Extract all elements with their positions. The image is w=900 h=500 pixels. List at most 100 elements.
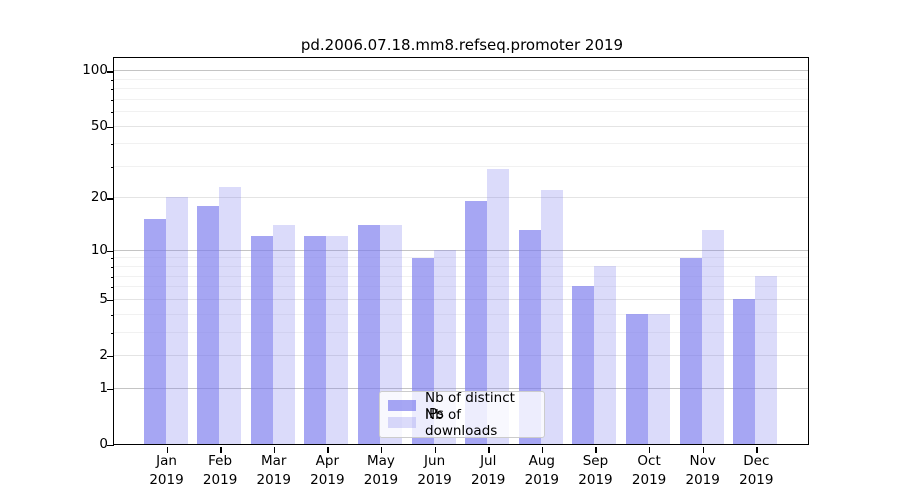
- x-tick-label-sep: Sep 2019: [578, 453, 613, 488]
- bar-distinct-ips-may: [357, 224, 380, 444]
- y-tick-label-5: 5: [99, 290, 108, 307]
- gridline-10: [114, 249, 808, 251]
- y-tick-label-100: 100: [82, 62, 108, 79]
- gridline-5: [114, 298, 808, 300]
- x-tick-label-jan: Jan 2019: [149, 453, 184, 488]
- x-tick-mark-dec: [756, 446, 758, 453]
- y-tick-label-10: 10: [90, 241, 108, 258]
- y-minor-tick-mark-7: [110, 276, 114, 278]
- legend-item-downloads: Nb of downloads: [388, 407, 536, 439]
- bar-distinct-ips-apr: [304, 236, 327, 444]
- y-tick-mark-1: [107, 388, 114, 391]
- y-minor-tick-mark-40: [110, 144, 114, 146]
- y-minor-tick-mark-90: [110, 79, 114, 81]
- plot-area: Nb of distinct IPs Nb of downloads: [113, 57, 809, 445]
- bar-distinct-ips-jan: [143, 219, 166, 444]
- y-tick-label-2: 2: [99, 347, 108, 363]
- bar-distinct-ips-nov: [679, 257, 702, 444]
- bar-distinct-ips-jul: [465, 201, 488, 444]
- gridline-1: [114, 387, 808, 389]
- x-tick-label-nov: Nov 2019: [685, 453, 720, 488]
- x-tick-label-oct: Oct 2019: [631, 453, 667, 488]
- legend-swatch-distinct-ips: [388, 400, 416, 411]
- bar-downloads-oct: [648, 313, 671, 444]
- y-tick-mark-0: [107, 445, 114, 447]
- gridline-minor-9: [114, 257, 808, 259]
- gridline-minor-4: [114, 313, 808, 315]
- gridline-100: [114, 70, 808, 72]
- bar-downloads-nov: [701, 230, 724, 444]
- y-minor-tick-mark-9: [110, 258, 114, 260]
- x-tick-mark-may: [380, 446, 383, 453]
- x-tick-label-jul: Jul 2019: [471, 453, 506, 488]
- y-tick-label-0: 0: [99, 436, 108, 452]
- y-tick-mark-50: [107, 126, 114, 128]
- bar-downloads-feb: [219, 186, 242, 444]
- gridline-minor-6: [114, 286, 808, 288]
- x-tick-label-feb: Feb 2019: [202, 453, 238, 488]
- y-tick-label-20: 20: [90, 189, 108, 206]
- y-tick-label-1: 1: [99, 379, 108, 396]
- y-tick-mark-100: [107, 71, 114, 73]
- y-minor-tick-mark-6: [110, 287, 114, 289]
- plot-layers: [114, 58, 808, 444]
- x-tick-label-dec: Dec 2019: [739, 453, 774, 488]
- x-tick-mark-mar: [273, 446, 276, 453]
- gridline-2: [114, 355, 808, 356]
- y-minor-tick-mark-8: [110, 267, 114, 269]
- y-tick-mark-2: [107, 356, 114, 358]
- y-minor-tick-mark-80: [110, 89, 114, 91]
- gridline-minor-7: [114, 275, 808, 277]
- y-minor-tick-mark-4: [110, 314, 114, 316]
- legend-item-distinct-ips: Nb of distinct IPs: [388, 390, 536, 422]
- y-tick-mark-10: [107, 250, 114, 253]
- bar-downloads-apr: [326, 236, 349, 444]
- gridline-50: [114, 125, 808, 127]
- gridline-minor-80: [114, 88, 808, 90]
- bar-downloads-mar: [272, 224, 295, 444]
- bar-downloads-may: [379, 224, 402, 444]
- bar-downloads-jul: [487, 168, 510, 444]
- y-tick-mark-20: [107, 198, 114, 200]
- gridline-minor-30: [114, 165, 808, 167]
- gridline-minor-8: [114, 266, 808, 268]
- bar-distinct-ips-dec: [733, 298, 756, 444]
- bar-downloads-sep: [594, 266, 617, 444]
- x-tick-label-jun: Jun 2019: [417, 453, 452, 488]
- bar-downloads-jan: [165, 197, 188, 444]
- x-tick-mark-jan: [166, 446, 168, 453]
- x-tick-mark-nov: [702, 446, 705, 453]
- y-tick-mark-5: [107, 299, 114, 302]
- x-tick-mark-jun: [434, 446, 436, 453]
- legend-label-downloads: Nb of downloads: [425, 406, 498, 439]
- legend: Nb of distinct IPs Nb of downloads: [379, 390, 545, 439]
- gridline-minor-70: [114, 98, 808, 100]
- bar-downloads-dec: [755, 275, 778, 444]
- x-tick-mark-jul: [488, 446, 490, 453]
- bar-distinct-ips-sep: [572, 286, 595, 444]
- x-tick-label-may: May 2019: [363, 453, 399, 488]
- x-tick-mark-aug: [541, 446, 544, 453]
- bar-downloads-aug: [540, 190, 563, 444]
- gridline-minor-90: [114, 78, 808, 80]
- bar-distinct-ips-mar: [250, 236, 273, 444]
- x-tick-label-mar: Mar 2019: [256, 453, 291, 488]
- bar-distinct-ips-aug: [518, 230, 541, 444]
- chart-title: pd.2006.07.18.mm8.refseq.promoter 2019: [300, 36, 624, 54]
- bar-distinct-ips-oct: [626, 313, 649, 444]
- x-tick-label-aug: Aug 2019: [524, 453, 560, 488]
- bar-distinct-ips-feb: [197, 205, 220, 444]
- gridline-minor-3: [114, 331, 808, 333]
- x-tick-label-apr: Apr 2019: [310, 453, 345, 488]
- gridline-20: [114, 197, 808, 199]
- x-tick-mark-apr: [327, 446, 329, 453]
- y-minor-tick-mark-70: [110, 99, 114, 101]
- x-tick-mark-feb: [220, 446, 222, 453]
- x-tick-mark-sep: [595, 446, 597, 453]
- gridline-minor-60: [114, 111, 808, 113]
- y-tick-label-50: 50: [90, 117, 108, 134]
- y-minor-tick-mark-60: [110, 112, 114, 114]
- legend-label-distinct-ips: Nb of distinct IPs: [425, 389, 515, 422]
- gridline-minor-40: [114, 143, 808, 145]
